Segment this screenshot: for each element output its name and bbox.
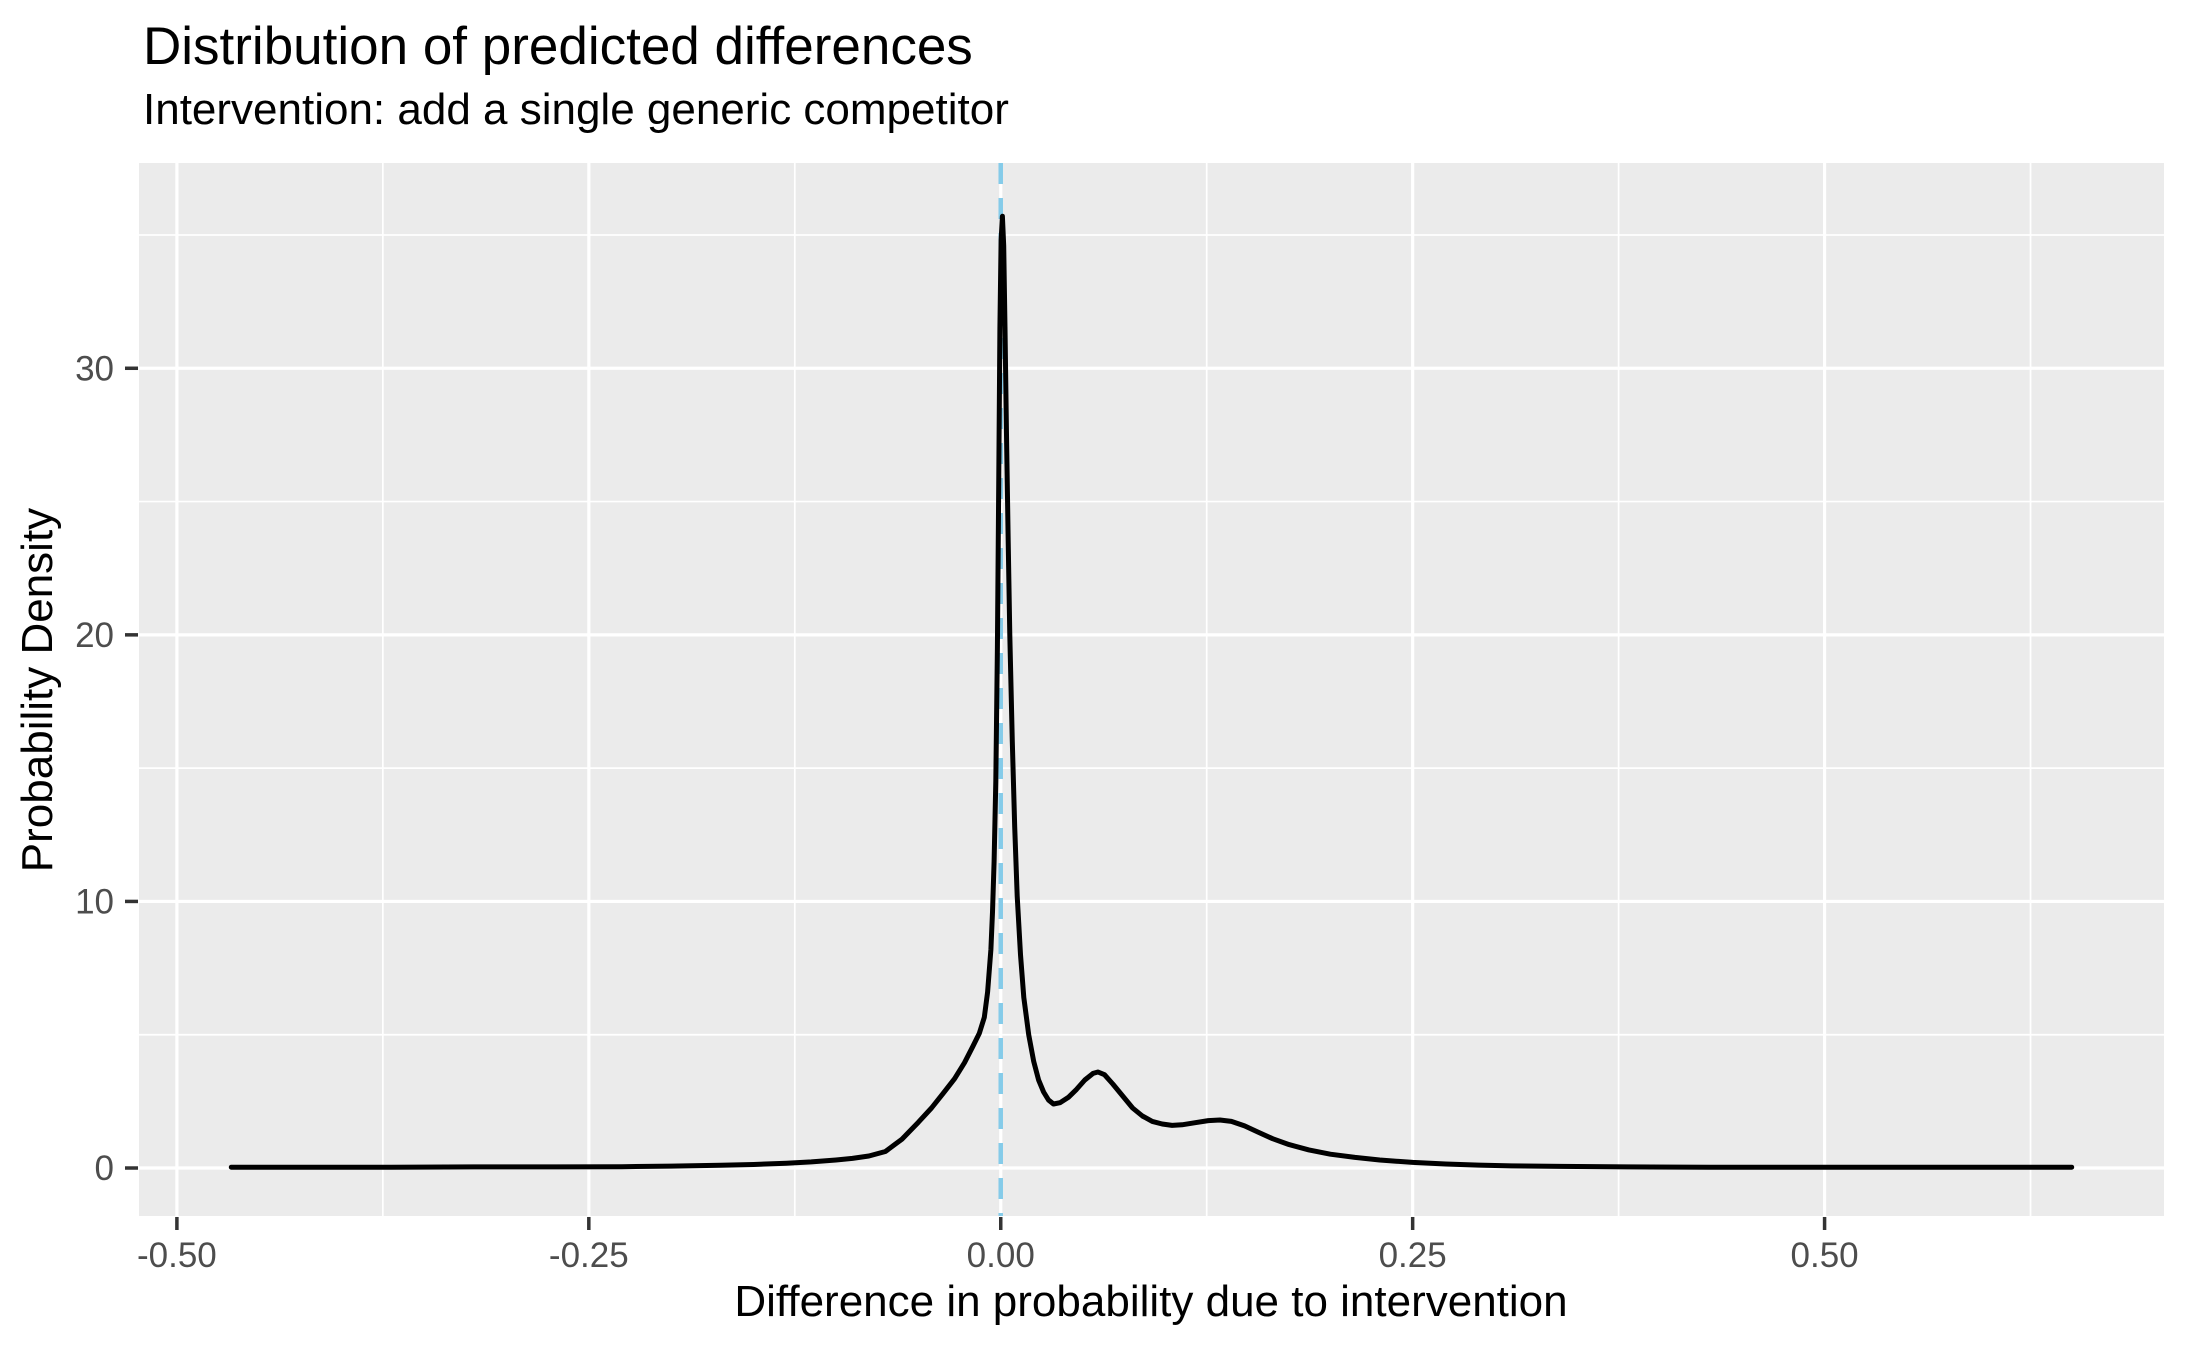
axis-tick-labels: -0.50 -0.25 0.00 0.25 0.50 0 10 20 30: [75, 349, 1859, 1275]
x-tick-label: 0.25: [1379, 1236, 1447, 1275]
y-tick-label: 10: [75, 882, 114, 921]
x-tick-label: 0.00: [967, 1236, 1035, 1275]
x-tick-label: 0.50: [1791, 1236, 1859, 1275]
y-tick-label: 30: [75, 349, 114, 388]
plot-subtitle: Intervention: add a single generic compe…: [143, 85, 1009, 134]
density-curve: [228, 213, 2075, 1170]
y-tick-label: 0: [95, 1149, 114, 1188]
x-tick-label: -0.50: [137, 1236, 217, 1275]
axis-tick-marks: [125, 366, 1827, 1230]
plot-panel: [139, 163, 2164, 1216]
plot-title: Distribution of predicted differences: [143, 17, 973, 76]
y-axis-title: Probability Density: [13, 508, 62, 872]
x-tick-label: -0.25: [549, 1236, 629, 1275]
gridlines-minor: [139, 163, 2164, 1216]
density-curve-group: [228, 213, 2075, 1170]
y-tick-label: 20: [75, 616, 114, 655]
x-axis-title: Difference in probability due to interve…: [734, 1277, 1567, 1326]
